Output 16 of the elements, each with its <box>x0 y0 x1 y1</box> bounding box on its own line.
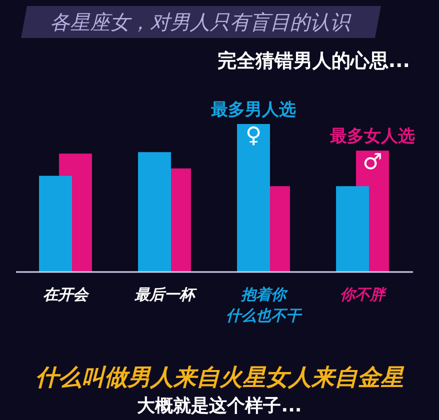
x-tick-label: 抱着你什么也不干 <box>226 285 303 324</box>
bar <box>138 152 171 272</box>
annotation: 最多女人选 <box>328 126 415 147</box>
bar <box>336 186 369 272</box>
x-tick-label: 在开会 <box>43 285 90 304</box>
annotation: ♀ <box>245 124 262 148</box>
annotation: 最多男人选 <box>210 100 296 120</box>
chart-subtitle: 完全猜错男人的心思... <box>217 50 410 72</box>
x-tick-label: 你不胖 <box>340 285 387 304</box>
bar <box>39 176 72 272</box>
annotation: ♂ <box>362 150 382 176</box>
text: 大概就是这个样子... <box>136 396 302 416</box>
chart-title: 各星座女，对男人只有盲目的认识 <box>50 10 352 34</box>
bar <box>237 124 270 272</box>
x-tick-label: 最后一杯 <box>134 285 198 304</box>
text: 什么叫做男人来自火星女人来自金星 <box>36 365 404 391</box>
